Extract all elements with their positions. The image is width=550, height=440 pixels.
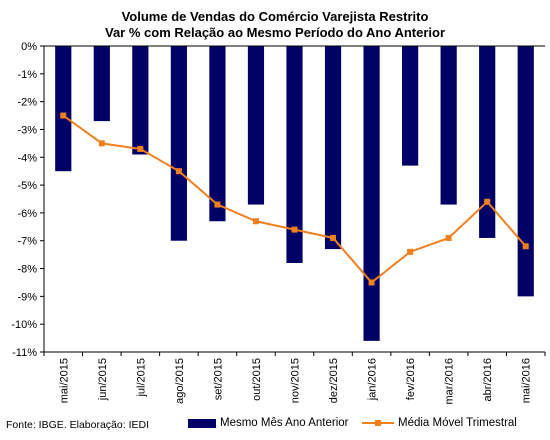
x-tick-label-12: mai/2016 — [521, 358, 533, 403]
x-tick-label-9: fev/2016 — [405, 358, 417, 400]
legend-line-label: Média Móvel Trimestral — [398, 417, 517, 429]
y-tick-label-9: -9% — [17, 291, 37, 303]
x-tick-label-5: out/2015 — [251, 358, 263, 401]
y-tick-label-10: -10% — [11, 319, 37, 331]
source-note: Fonte: IBGE. Elaboração: IEDI — [6, 419, 149, 431]
line-point-7 — [330, 234, 337, 241]
line-point-6 — [291, 226, 298, 233]
x-tick-label-11: abr/2016 — [482, 358, 494, 401]
chart-subtitle: Var % com Relação ao Mesmo Período do An… — [105, 25, 445, 40]
line-point-9 — [407, 248, 414, 255]
x-tick-label-6: nov/2015 — [290, 358, 302, 403]
line-point-2 — [137, 145, 144, 152]
bar-9 — [402, 46, 419, 166]
x-tick-label-4: set/2015 — [212, 358, 224, 400]
y-tick-label-5: -5% — [17, 180, 37, 192]
y-tick-label-0: 0% — [21, 41, 37, 53]
legend-bar-label: Mesmo Mês Ano Anterior — [220, 417, 349, 429]
bar-4 — [209, 46, 226, 222]
legend-item-bars: Mesmo Mês Ano Anterior — [188, 417, 348, 429]
y-tick-label-11: -11% — [12, 347, 37, 359]
bar-5 — [247, 46, 265, 205]
y-tick-label-3: -3% — [17, 124, 37, 136]
bar-3 — [170, 46, 187, 241]
bar-2 — [132, 46, 149, 155]
line-point-10 — [445, 234, 452, 241]
line-point-1 — [98, 140, 105, 147]
line-point-4 — [214, 201, 221, 208]
x-tick-label-1: jun/2015 — [97, 358, 109, 401]
chart-title: Volume de Vendas do Comércio Varejista R… — [121, 9, 429, 24]
bar-0 — [55, 46, 72, 172]
bar-8 — [363, 46, 380, 341]
line-point-11 — [484, 198, 491, 205]
legend-bar-swatch — [188, 418, 216, 428]
x-tick-label-10: mar/2016 — [444, 358, 456, 404]
y-tick-label-1: -1% — [17, 69, 37, 81]
x-tick-label-0: mai/2015 — [58, 358, 70, 403]
bar-1 — [93, 46, 110, 122]
bar-7 — [324, 46, 342, 250]
bar-6 — [286, 46, 303, 263]
line-point-5 — [252, 218, 259, 225]
legend-line-swatch — [362, 418, 394, 428]
x-tick-label-7: dez/2015 — [328, 358, 340, 403]
bar-11 — [479, 46, 496, 238]
line-point-3 — [175, 168, 182, 175]
line-point-8 — [368, 279, 375, 286]
y-tick-label-4: -4% — [17, 152, 37, 164]
y-tick-label-7: -7% — [17, 236, 37, 248]
legend-item-line: Média Móvel Trimestral — [362, 417, 517, 429]
y-tick-label-2: -2% — [17, 97, 37, 109]
y-tick-label-8: -8% — [17, 264, 37, 276]
x-tick-label-2: jul/2015 — [135, 358, 147, 398]
bar-10 — [440, 46, 457, 205]
x-tick-label-8: jan/2016 — [367, 358, 379, 401]
y-tick-label-6: -6% — [17, 208, 37, 220]
line-point-0 — [60, 112, 67, 119]
x-tick-label-3: ago/2015 — [174, 358, 186, 404]
bar-12 — [517, 46, 534, 297]
line-point-12 — [522, 243, 529, 250]
